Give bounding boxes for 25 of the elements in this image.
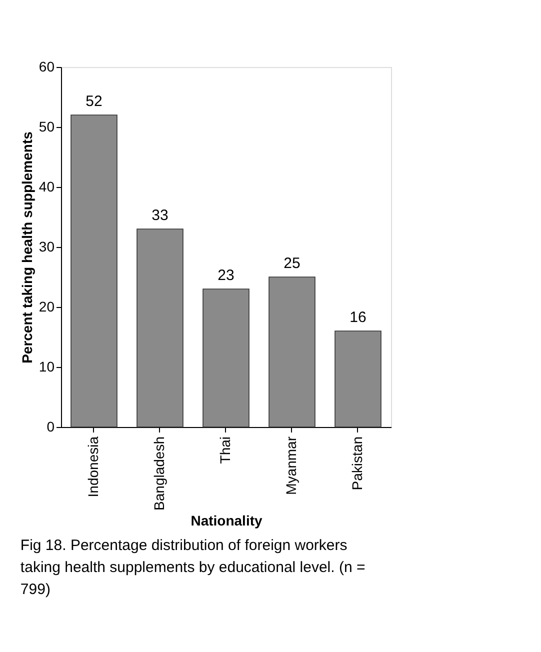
data-label: 23 xyxy=(218,267,234,284)
x-tick-label: Indonesia xyxy=(85,436,101,498)
caption: Fig 18. Percentage distribution of foreign workers taking health supplements by educational level. (n = 799) xyxy=(20,536,366,598)
data-label: 16 xyxy=(350,309,366,326)
y-axis-title: Percent taking health supplements xyxy=(18,131,35,364)
y-tick-label: 20 xyxy=(38,298,55,314)
y-tick-label: 40 xyxy=(38,178,55,194)
data-label: 33 xyxy=(152,207,168,224)
y-tick-label: 10 xyxy=(38,358,55,374)
y-tick-label: 60 xyxy=(38,58,55,74)
data-label: 52 xyxy=(86,93,102,110)
bar xyxy=(334,330,382,428)
y-tick-label: 0 xyxy=(46,418,55,434)
y-tick-label: 30 xyxy=(38,238,55,254)
x-tick-label: Thai xyxy=(217,436,233,464)
bar xyxy=(70,114,118,428)
x-tick-label: Myanmar xyxy=(283,436,299,495)
x-tick-label: Bangladesh xyxy=(151,436,167,510)
data-label: 25 xyxy=(284,255,300,272)
x-tick-label: Pakistan xyxy=(349,436,365,490)
x-axis-title: Nationality xyxy=(190,512,262,528)
y-tick-label: 50 xyxy=(38,118,55,134)
bar xyxy=(268,276,316,428)
bar xyxy=(136,228,184,428)
bar xyxy=(202,288,250,428)
